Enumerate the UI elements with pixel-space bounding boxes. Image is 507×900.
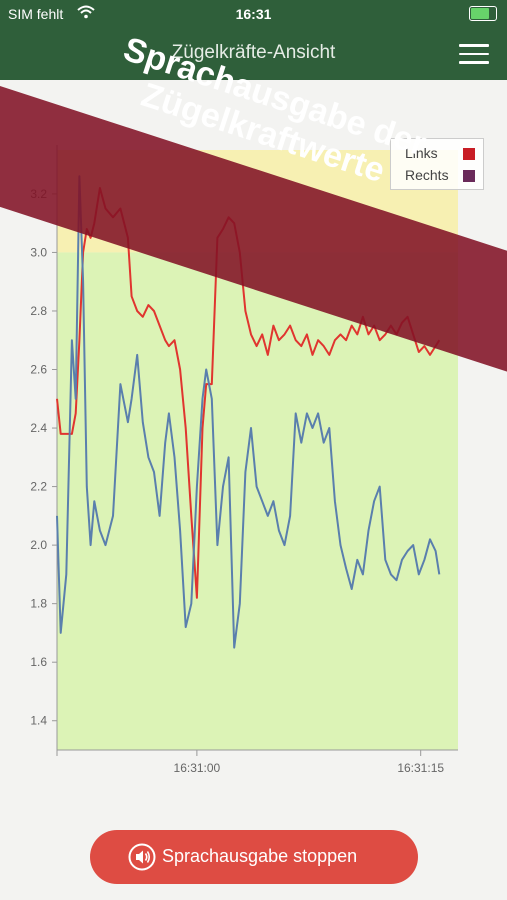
y-tick-label-9: 1.4 (30, 714, 47, 728)
status-bar: SIM fehlt 16:31 (0, 0, 507, 28)
stop-speech-button[interactable]: Sprachausgabe stoppen (90, 830, 418, 884)
navigation-bar: Zügelkräfte-Ansicht (0, 28, 507, 80)
stop-speech-label: Sprachausgabe stoppen (162, 846, 358, 866)
legend-label-links: Links (405, 145, 438, 161)
speaker-icon (128, 843, 156, 871)
status-time: 16:31 (235, 6, 272, 22)
chart-band-1 (57, 252, 458, 750)
battery-icon (469, 6, 497, 21)
y-tick-label-1: 3.0 (30, 245, 47, 259)
page-title: Zügelkräfte-Ansicht (171, 42, 336, 63)
series-line-rechts (56, 175, 441, 649)
y-tick-label-4: 2.4 (30, 421, 47, 435)
legend-label-rechts: Rechts (405, 167, 449, 183)
y-tick-label-5: 2.2 (30, 480, 47, 494)
carrier-label: SIM fehlt (8, 6, 64, 22)
legend-item-links: Links (405, 145, 475, 161)
x-tick-label-1: 16:31:15 (397, 761, 444, 775)
x-tick-label-0: 16:31:00 (174, 761, 221, 775)
legend-swatch-rechts (463, 170, 475, 182)
y-tick-label-6: 2.0 (30, 538, 47, 552)
y-tick-label-7: 1.8 (30, 597, 47, 611)
legend-item-rechts: Rechts (405, 167, 475, 183)
hamburger-menu-icon[interactable] (459, 44, 489, 64)
legend-swatch-links (463, 148, 475, 160)
y-tick-label-3: 2.6 (30, 363, 47, 377)
wifi-icon (77, 5, 95, 19)
y-tick-label-2: 2.8 (30, 304, 47, 318)
chart-legend: Links Rechts (390, 138, 484, 190)
y-tick-label-8: 1.6 (30, 655, 47, 669)
